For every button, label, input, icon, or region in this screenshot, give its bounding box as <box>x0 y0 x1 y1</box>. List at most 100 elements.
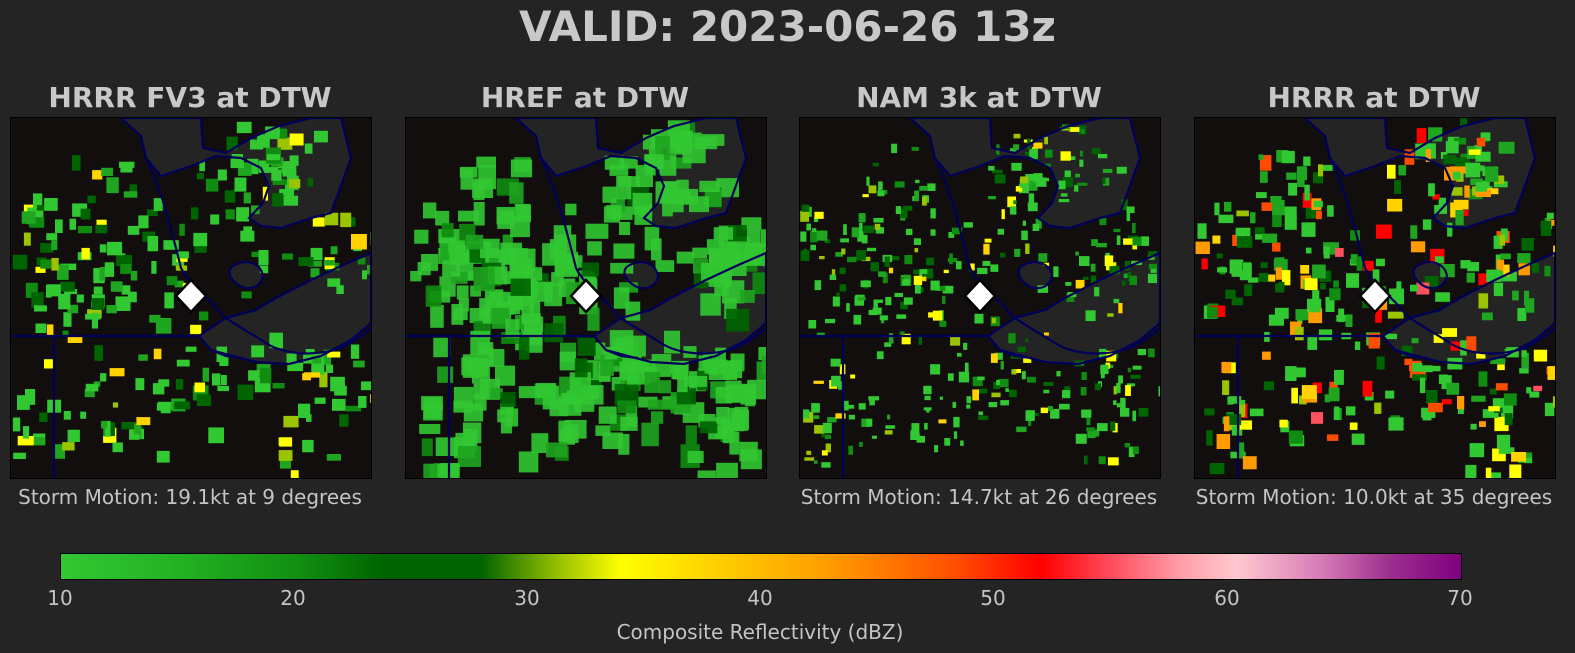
reflectivity-cell <box>1242 263 1252 278</box>
reflectivity-cell <box>651 238 662 261</box>
reflectivity-cell <box>747 379 766 400</box>
reflectivity-cell <box>924 395 931 401</box>
reflectivity-cell <box>810 244 816 251</box>
reflectivity-cell <box>423 404 443 421</box>
colorbar-tick: 20 <box>280 586 306 610</box>
reflectivity-cell <box>1500 228 1508 241</box>
reflectivity-cell <box>92 170 103 180</box>
reflectivity-cell <box>1374 402 1382 414</box>
reflectivity-cell <box>1442 328 1457 337</box>
reflectivity-cell <box>1238 399 1246 408</box>
shoreline-huron <box>514 118 748 230</box>
reflectivity-cell <box>1116 403 1123 408</box>
reflectivity-cell <box>1062 390 1071 399</box>
reflectivity-cell <box>1158 386 1160 397</box>
reflectivity-cell <box>868 396 879 401</box>
reflectivity-cell <box>1387 311 1404 319</box>
reflectivity-cell <box>699 421 718 434</box>
reflectivity-cell <box>1268 314 1284 326</box>
reflectivity-cell <box>237 384 254 400</box>
reflectivity-cell <box>1496 434 1511 449</box>
reflectivity-map <box>800 118 1160 478</box>
reflectivity-cell <box>458 210 480 222</box>
reflectivity-cell <box>1259 171 1268 183</box>
reflectivity-cell <box>156 450 170 463</box>
reflectivity-cell <box>1465 464 1477 478</box>
reflectivity-cell <box>35 266 46 273</box>
reflectivity-cell <box>1137 349 1147 356</box>
reflectivity-cell <box>1260 262 1268 269</box>
reflectivity-cell <box>953 431 958 439</box>
reflectivity-cell <box>859 441 863 447</box>
reflectivity-cell <box>651 354 672 377</box>
reflectivity-cell <box>894 292 903 297</box>
reflectivity-cell <box>1552 396 1555 408</box>
reflectivity-cell <box>1295 309 1312 321</box>
reflectivity-cell <box>861 256 871 262</box>
reflectivity-cell <box>873 217 884 223</box>
reflectivity-cell <box>120 162 133 173</box>
reflectivity-cell <box>861 234 868 244</box>
reflectivity-cell <box>544 323 564 343</box>
reflectivity-cell <box>542 385 560 410</box>
reflectivity-cell <box>1323 246 1330 259</box>
reflectivity-cell <box>835 252 843 257</box>
reflectivity-cell <box>866 247 877 252</box>
reflectivity-cell <box>310 268 320 278</box>
reflectivity-cell <box>947 258 958 263</box>
reflectivity-cell <box>1324 394 1330 403</box>
reflectivity-cell <box>944 438 951 446</box>
reflectivity-cell <box>208 427 224 444</box>
reflectivity-cell <box>1394 180 1401 194</box>
reflectivity-cell <box>40 259 52 269</box>
reflectivity-cell <box>1081 371 1087 380</box>
reflectivity-cell <box>1031 413 1039 417</box>
reflectivity-cell <box>565 203 577 216</box>
reflectivity-cell <box>330 376 345 392</box>
reflectivity-cell <box>1206 430 1213 446</box>
reflectivity-cell <box>990 264 999 272</box>
reflectivity-cell <box>824 434 831 440</box>
reflectivity-cell <box>1027 202 1038 212</box>
reflectivity-cell <box>1235 228 1247 236</box>
reflectivity-cell <box>1262 233 1278 243</box>
reflectivity-cell <box>641 422 659 447</box>
reflectivity-cell <box>913 269 920 275</box>
reflectivity-cell <box>1497 364 1505 371</box>
reflectivity-cell <box>911 423 920 434</box>
reflectivity-cell <box>63 312 72 327</box>
reflectivity-cell <box>357 257 366 265</box>
reflectivity-cell <box>939 320 947 327</box>
reflectivity-cell <box>1495 383 1508 391</box>
reflectivity-cell <box>1544 402 1555 417</box>
reflectivity-cell <box>919 185 928 191</box>
reflectivity-cell <box>1480 132 1491 141</box>
reflectivity-cell <box>676 251 694 264</box>
reflectivity-cell <box>46 324 54 335</box>
reflectivity-cell <box>1345 406 1356 416</box>
reflectivity-cell <box>726 308 750 332</box>
reflectivity-cell <box>1148 251 1158 257</box>
reflectivity-cell <box>327 278 341 287</box>
reflectivity-cell <box>876 351 884 360</box>
reflectivity-cell <box>46 284 61 297</box>
reflectivity-cell <box>67 429 80 442</box>
reflectivity-cell <box>112 442 123 453</box>
reflectivity-cell <box>1419 377 1426 394</box>
reflectivity-cell <box>226 136 238 151</box>
reflectivity-cell <box>1447 222 1453 237</box>
reflectivity-cell <box>414 229 429 244</box>
reflectivity-cell <box>76 294 84 303</box>
reflectivity-cell <box>1120 407 1130 417</box>
reflectivity-cell <box>994 174 1006 184</box>
reflectivity-cell <box>1421 365 1433 373</box>
reflectivity-cell <box>1435 256 1444 264</box>
colorbar <box>60 553 1462 580</box>
reflectivity-cell <box>1281 150 1295 164</box>
reflectivity-cell <box>1113 228 1121 233</box>
reflectivity-cell <box>106 177 119 194</box>
reflectivity-cell <box>250 139 264 150</box>
reflectivity-cell <box>903 205 913 211</box>
reflectivity-cell <box>1350 254 1358 264</box>
reflectivity-cell <box>1313 200 1323 208</box>
